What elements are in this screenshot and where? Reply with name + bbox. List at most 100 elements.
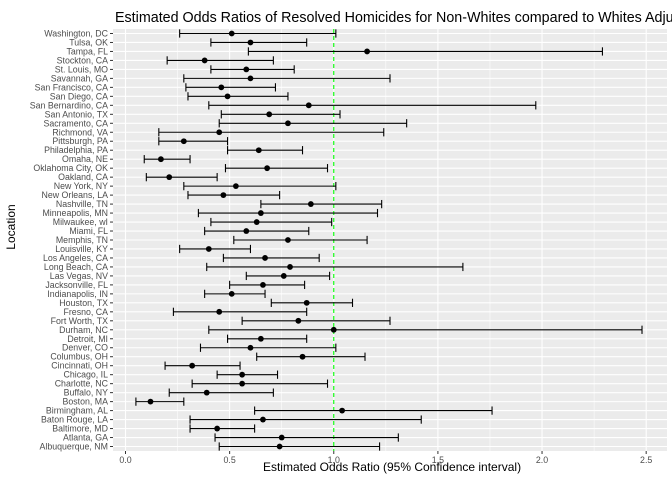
x-axis-title: Estimated Odds Ratio (95% Confidence int… — [263, 460, 521, 474]
data-point — [299, 353, 306, 360]
data-point — [224, 93, 231, 100]
y-tick-label: Fresno, CA — [64, 307, 109, 317]
data-point — [278, 434, 285, 441]
data-point — [280, 273, 287, 279]
data-point — [228, 30, 235, 37]
data-point — [166, 174, 173, 181]
y-tick-label: San Diego, CA — [50, 91, 108, 101]
y-tick-label: Charlotte, NC — [55, 379, 109, 389]
data-point — [264, 165, 271, 172]
data-point — [285, 120, 291, 127]
y-tick-label: Indianapolis, IN — [47, 289, 108, 299]
data-point — [285, 237, 291, 243]
data-point — [216, 308, 223, 315]
data-point — [262, 255, 268, 261]
data-point — [189, 362, 196, 369]
data-points — [147, 30, 370, 450]
data-point — [180, 138, 187, 145]
data-point — [228, 290, 235, 297]
y-tick-label: Long Beach, CA — [44, 262, 108, 272]
data-point — [339, 407, 345, 414]
x-tick-label: 1.0 — [328, 455, 340, 465]
y-tick-label: Washington, DC — [44, 28, 108, 38]
y-tick-label: Tampa, FL — [66, 46, 108, 56]
y-tick-label: San Antonio, TX — [45, 109, 109, 119]
y-tick-label: Milwaukee, wI — [53, 217, 108, 227]
y-tick-label: Oklahoma City, OK — [33, 163, 108, 173]
data-point — [243, 66, 250, 73]
y-tick-label: Columbus, OH — [50, 352, 108, 362]
y-tick-label: Omaha, NE — [62, 154, 108, 164]
y-tick-label: Memphis, TN — [56, 235, 108, 245]
y-tick-label: Baton Rouge, LA — [41, 415, 108, 425]
data-point — [303, 299, 310, 306]
data-point — [287, 264, 293, 270]
data-point — [260, 281, 266, 288]
y-tick-label: Denver, CO — [62, 343, 108, 353]
y-tick-label: Sacramento, CA — [43, 118, 108, 128]
y-axis-title: Location — [4, 204, 18, 249]
data-point — [257, 210, 264, 216]
data-point — [239, 380, 246, 387]
x-tick-labels: 0.0 0.5 1.0 1.5 2.0 2.5 — [119, 451, 652, 465]
y-tick-label: Minneapolis, MN — [42, 208, 108, 218]
data-point — [201, 57, 208, 64]
data-point — [364, 48, 370, 55]
y-tick-label: Stockton, CA — [57, 55, 108, 65]
data-point — [276, 443, 283, 450]
x-tick-label: 0.0 — [119, 455, 131, 465]
y-tick-label: Tulsa, OK — [69, 37, 108, 47]
y-tick-label: Atlanta, GA — [63, 433, 108, 443]
y-tick-label: Louisville, KY — [55, 244, 108, 254]
data-point — [247, 75, 254, 82]
y-tick-label: Fort Worth, TX — [51, 316, 108, 326]
y-tick-label: Savannah, GA — [51, 73, 108, 83]
data-point — [205, 246, 212, 252]
y-tick-label: Cincinnati, OH — [51, 361, 108, 371]
data-point — [305, 102, 312, 109]
data-point — [232, 183, 239, 190]
y-tick-label: San Bernardino, CA — [30, 100, 108, 110]
data-point — [214, 425, 221, 432]
data-point — [247, 344, 254, 351]
data-point — [260, 416, 266, 423]
data-point — [216, 129, 223, 136]
data-point — [239, 371, 246, 378]
error-bars — [135, 29, 643, 451]
data-point — [253, 219, 260, 225]
y-tick-label: Richmond, VA — [52, 127, 108, 137]
y-tick-label: Nashville, TN — [56, 199, 108, 209]
data-point — [158, 156, 164, 163]
y-tick-label: Detroit, MI — [67, 334, 108, 344]
y-tick-label: San Francisco, CA — [35, 82, 108, 92]
data-point — [255, 147, 262, 154]
y-tick-label: New York, NY — [54, 181, 108, 191]
y-tick-label: Pittsburgh, PA — [52, 136, 108, 146]
y-tick-label: Miami, FL — [69, 226, 108, 236]
data-point — [243, 228, 250, 234]
data-point — [330, 326, 337, 333]
x-tick-label: 2.0 — [536, 455, 548, 465]
y-tick-label: Birmingham, AL — [46, 406, 108, 416]
y-tick-label: Chicago, IL — [64, 370, 109, 380]
x-tick-label: 2.5 — [640, 455, 652, 465]
y-tick-label: Philadelphia, PA — [44, 145, 108, 155]
y-tick-label: Las Vegas, NV — [50, 271, 108, 281]
y-tick-label: Durham, NC — [59, 325, 109, 335]
y-tick-label: New Orleans, LA — [42, 190, 109, 200]
y-tick-label: Buffalo, NY — [64, 388, 108, 398]
data-point — [257, 335, 264, 342]
x-tick-label: 0.5 — [224, 455, 236, 465]
y-tick-label: Boston, MA — [63, 397, 109, 407]
data-point — [247, 39, 254, 46]
y-tick-label: Los Angeles, CA — [43, 253, 108, 263]
data-point — [295, 317, 302, 324]
data-point — [203, 389, 210, 396]
data-point — [307, 201, 314, 207]
y-tick-label: Houston, TX — [59, 298, 108, 308]
data-point — [218, 84, 225, 91]
data-point — [266, 111, 273, 118]
